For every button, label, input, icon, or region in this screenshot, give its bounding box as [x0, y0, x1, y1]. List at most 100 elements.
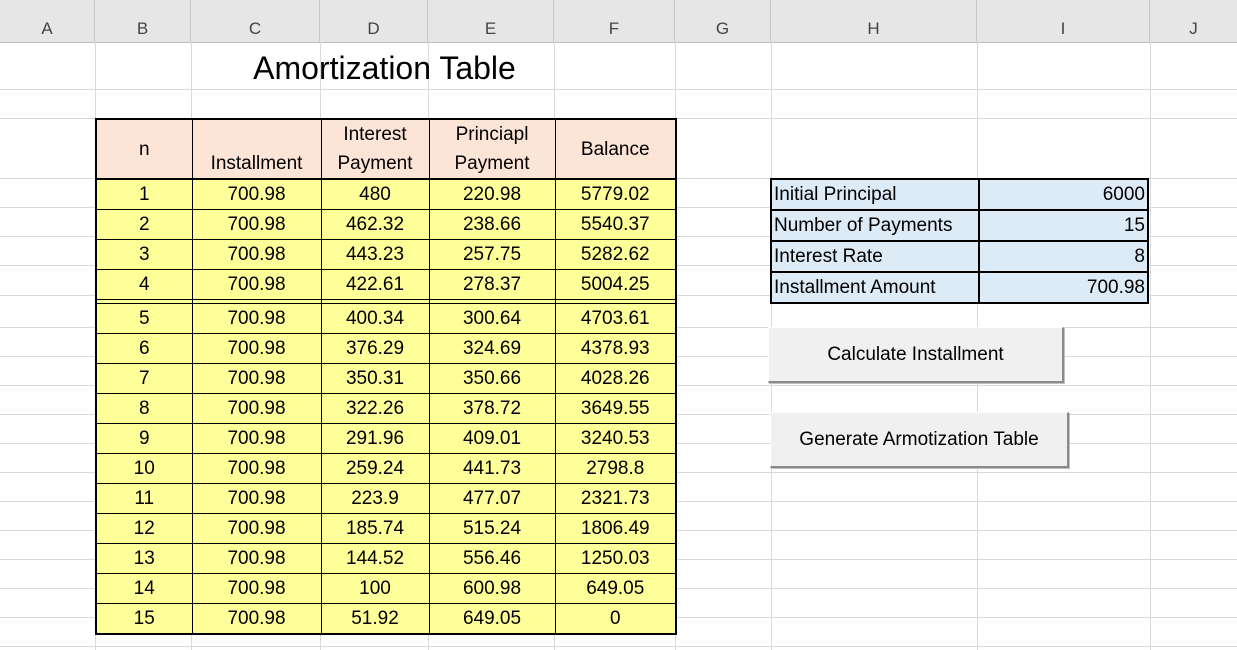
cell-balance[interactable]: 3649.55 [554, 393, 677, 424]
cell-n[interactable]: 3 [95, 239, 193, 270]
cell-installment[interactable]: 700.98 [191, 453, 322, 484]
column-header-a[interactable]: A [0, 0, 95, 42]
param-label[interactable]: Initial Principal [770, 178, 980, 211]
cell-n[interactable]: 15 [95, 603, 193, 635]
cell-installment[interactable]: 700.98 [191, 603, 322, 635]
cell-balance[interactable]: 5540.37 [554, 209, 677, 240]
cell-principal-payment[interactable]: 350.66 [428, 363, 556, 394]
cell-interest-payment[interactable]: 350.31 [320, 363, 430, 394]
cell-balance[interactable]: 1806.49 [554, 513, 677, 544]
header-installment[interactable]: Installment [191, 118, 322, 180]
cell-balance[interactable]: 3240.53 [554, 423, 677, 454]
calculate-installment-button[interactable]: Calculate Installment [768, 327, 1064, 383]
header-balance[interactable]: Balance [554, 118, 677, 180]
cell-installment[interactable]: 700.98 [191, 209, 322, 240]
cell-balance[interactable]: 2321.73 [554, 483, 677, 514]
cell-balance[interactable]: 649.05 [554, 573, 677, 604]
cell-n[interactable]: 13 [95, 543, 193, 574]
cell-balance[interactable]: 2798.8 [554, 453, 677, 484]
cell-n[interactable]: 12 [95, 513, 193, 544]
column-header-c[interactable]: C [191, 0, 320, 42]
cell-n[interactable]: 1 [95, 178, 193, 210]
cell-interest-payment[interactable]: 291.96 [320, 423, 430, 454]
cell-installment[interactable]: 700.98 [191, 543, 322, 574]
interest-rate-value[interactable]: 8 [978, 240, 1149, 273]
column-header-i[interactable]: I [977, 0, 1150, 42]
cell-principal-payment[interactable]: 649.05 [428, 603, 556, 635]
cell-n[interactable]: 14 [95, 573, 193, 604]
cell-n[interactable]: 7 [95, 363, 193, 394]
cell-interest-payment[interactable]: 51.92 [320, 603, 430, 635]
cell-principal-payment[interactable]: 477.07 [428, 483, 556, 514]
cell-installment[interactable]: 700.98 [191, 483, 322, 514]
cell-n[interactable]: 6 [95, 333, 193, 364]
cell-n[interactable]: 5 [95, 303, 193, 334]
generate-amortization-table-button[interactable]: Generate Armotization Table [770, 412, 1069, 468]
cell-installment[interactable]: 700.98 [191, 239, 322, 270]
cell-n[interactable]: 10 [95, 453, 193, 484]
cell-principal-payment[interactable]: 600.98 [428, 573, 556, 604]
cell-n[interactable]: 9 [95, 423, 193, 454]
param-label[interactable]: Installment Amount [770, 271, 980, 304]
cell-installment[interactable]: 700.98 [191, 363, 322, 394]
header-n[interactable]: n [95, 118, 193, 180]
param-label[interactable]: Interest Rate [770, 240, 980, 273]
cell-interest-payment[interactable]: 422.61 [320, 269, 430, 300]
column-header-h[interactable]: H [771, 0, 977, 42]
column-header-e[interactable]: E [428, 0, 554, 42]
cell-interest-payment[interactable]: 185.74 [320, 513, 430, 544]
cell-interest-payment[interactable]: 223.9 [320, 483, 430, 514]
sheet-title[interactable]: Amortization Table [253, 50, 516, 86]
cell-balance[interactable]: 4378.93 [554, 333, 677, 364]
cell-n[interactable]: 8 [95, 393, 193, 424]
column-header-b[interactable]: B [95, 0, 191, 42]
cell-interest-payment[interactable]: 144.52 [320, 543, 430, 574]
cell-balance[interactable]: 5779.02 [554, 178, 677, 210]
cell-balance[interactable]: 4028.26 [554, 363, 677, 394]
cell-n[interactable]: 4 [95, 269, 193, 300]
cell-installment[interactable]: 700.98 [191, 178, 322, 210]
header-principal-payment[interactable]: Princiapl Payment [428, 118, 556, 180]
cell-principal-payment[interactable]: 238.66 [428, 209, 556, 240]
cell-balance[interactable]: 5004.25 [554, 269, 677, 300]
cell-installment[interactable]: 700.98 [191, 393, 322, 424]
initial-principal-value[interactable]: 6000 [978, 178, 1149, 211]
cell-installment[interactable]: 700.98 [191, 573, 322, 604]
cell-installment[interactable]: 700.98 [191, 303, 322, 334]
cell-interest-payment[interactable]: 480 [320, 178, 430, 210]
cell-interest-payment[interactable]: 259.24 [320, 453, 430, 484]
cell-principal-payment[interactable]: 257.75 [428, 239, 556, 270]
cell-installment[interactable]: 700.98 [191, 423, 322, 454]
cell-n[interactable]: 11 [95, 483, 193, 514]
cell-balance[interactable]: 5282.62 [554, 239, 677, 270]
cell-interest-payment[interactable]: 400.34 [320, 303, 430, 334]
column-header-f[interactable]: F [554, 0, 675, 42]
column-header-d[interactable]: D [320, 0, 428, 42]
param-label[interactable]: Number of Payments [770, 209, 980, 242]
cell-principal-payment[interactable]: 409.01 [428, 423, 556, 454]
cell-balance[interactable]: 0 [554, 603, 677, 635]
cell-principal-payment[interactable]: 324.69 [428, 333, 556, 364]
cell-interest-payment[interactable]: 443.23 [320, 239, 430, 270]
cell-interest-payment[interactable]: 462.32 [320, 209, 430, 240]
column-header-j[interactable]: J [1189, 19, 1198, 38]
cell-principal-payment[interactable]: 300.64 [428, 303, 556, 334]
cell-principal-payment[interactable]: 441.73 [428, 453, 556, 484]
cell-balance[interactable]: 4703.61 [554, 303, 677, 334]
cell-principal-payment[interactable]: 556.46 [428, 543, 556, 574]
cell-principal-payment[interactable]: 515.24 [428, 513, 556, 544]
column-header-g[interactable]: G [675, 0, 771, 42]
cell-interest-payment[interactable]: 100 [320, 573, 430, 604]
cell-interest-payment[interactable]: 376.29 [320, 333, 430, 364]
cell-principal-payment[interactable]: 278.37 [428, 269, 556, 300]
cell-installment[interactable]: 700.98 [191, 513, 322, 544]
cell-installment[interactable]: 700.98 [191, 269, 322, 300]
header-interest-payment[interactable]: Interest Payment [320, 118, 430, 180]
cell-balance[interactable]: 1250.03 [554, 543, 677, 574]
cell-principal-payment[interactable]: 378.72 [428, 393, 556, 424]
cell-n[interactable]: 2 [95, 209, 193, 240]
cell-installment[interactable]: 700.98 [191, 333, 322, 364]
cell-principal-payment[interactable]: 220.98 [428, 178, 556, 210]
cell-interest-payment[interactable]: 322.26 [320, 393, 430, 424]
number-of-payments-value[interactable]: 15 [978, 209, 1149, 242]
